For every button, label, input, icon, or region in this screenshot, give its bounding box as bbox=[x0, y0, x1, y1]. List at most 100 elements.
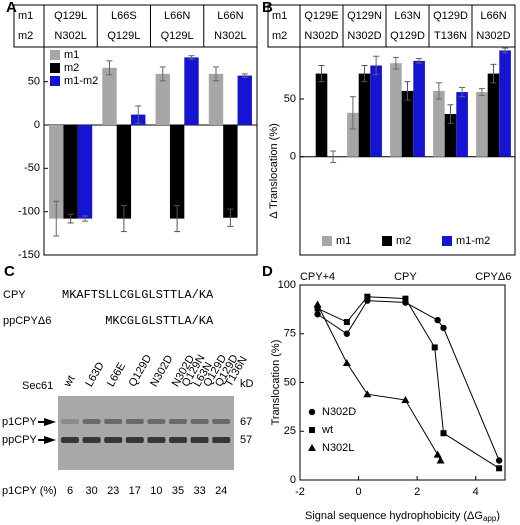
band-label: ppCPY bbox=[2, 434, 38, 446]
y-tick-label: 75 bbox=[284, 328, 296, 340]
lane-title: Sec61 bbox=[22, 380, 53, 392]
gel-band bbox=[82, 419, 101, 424]
y-tick-label: 0 bbox=[290, 474, 296, 486]
bar bbox=[169, 125, 185, 219]
bar bbox=[413, 60, 425, 157]
header-row-label: m1 bbox=[18, 10, 33, 22]
x-tick-label: 2 bbox=[414, 486, 420, 498]
bar bbox=[116, 125, 132, 219]
percent-value: 17 bbox=[129, 485, 141, 497]
legend-label: N302L bbox=[322, 442, 354, 454]
sequence-name: ppCPYΔ6 bbox=[3, 315, 51, 327]
row-title: p1CPY (%) bbox=[2, 485, 57, 497]
band-label: p1CPY bbox=[2, 416, 38, 428]
percent-value: 10 bbox=[150, 485, 162, 497]
bar bbox=[487, 73, 500, 157]
marker bbox=[402, 295, 409, 302]
gel-band bbox=[190, 437, 209, 443]
lane-label: wt bbox=[61, 373, 77, 389]
x-tick-label: -2 bbox=[295, 486, 305, 498]
header-label: L63N bbox=[394, 10, 420, 22]
panel-letter: A bbox=[6, 0, 17, 16]
legend-label: m1 bbox=[64, 49, 79, 61]
header-label: Q129L bbox=[54, 10, 87, 22]
y-tick-label: 100 bbox=[278, 279, 296, 291]
header-row-label: m2 bbox=[18, 30, 33, 42]
bar bbox=[390, 63, 402, 157]
bar bbox=[358, 73, 371, 157]
y-tick-label: -100 bbox=[18, 206, 40, 218]
bar bbox=[456, 92, 468, 157]
y-tick-label: 50 bbox=[284, 93, 296, 105]
legend-swatch bbox=[50, 50, 60, 60]
panel-letter: D bbox=[262, 263, 273, 280]
header-label: L66N bbox=[217, 10, 243, 22]
sequence: MKAFTSLLCGLGLSTTLA/KA bbox=[62, 288, 214, 302]
bar bbox=[433, 90, 445, 157]
legend-label: m1-m2 bbox=[456, 235, 490, 247]
annotation: CPY+4 bbox=[300, 271, 335, 283]
header-label: Q129L bbox=[161, 30, 194, 42]
bar bbox=[49, 125, 64, 219]
bar bbox=[315, 73, 328, 157]
percent-value: 6 bbox=[67, 485, 73, 497]
percent-value: 35 bbox=[172, 485, 184, 497]
sequence-name: CPY bbox=[3, 289, 26, 301]
gel-band bbox=[147, 419, 166, 424]
header-label: L66S bbox=[111, 10, 137, 22]
marker bbox=[363, 390, 372, 398]
header-label: Q129E bbox=[304, 10, 338, 22]
header-box bbox=[267, 4, 516, 48]
header-box bbox=[13, 4, 258, 48]
marker bbox=[440, 324, 447, 332]
panel-letter: C bbox=[4, 263, 15, 280]
band-arrow bbox=[44, 418, 56, 426]
bar bbox=[184, 57, 199, 125]
marker bbox=[401, 396, 410, 404]
marker bbox=[364, 293, 371, 300]
legend-label: m1-m2 bbox=[64, 75, 98, 87]
percent-value: 23 bbox=[107, 485, 119, 497]
marker bbox=[436, 456, 445, 464]
header-label: Q129D bbox=[433, 10, 468, 22]
x-axis-title-sub: app bbox=[483, 514, 497, 523]
gel-band bbox=[104, 437, 123, 443]
gel-band bbox=[169, 437, 187, 443]
percent-value: 30 bbox=[85, 485, 97, 497]
gel-band bbox=[212, 419, 231, 424]
y-tick-label: -50 bbox=[24, 162, 40, 174]
marker bbox=[343, 319, 350, 326]
lane-label: L63D bbox=[83, 360, 107, 389]
y-tick-label: 25 bbox=[284, 425, 296, 437]
marker bbox=[431, 344, 438, 351]
annotation: CPYΔ6 bbox=[475, 271, 511, 283]
legend-label: m2 bbox=[396, 235, 411, 247]
legend-label: N302D bbox=[322, 406, 356, 418]
gel-band bbox=[169, 419, 187, 424]
header-label: N302L bbox=[214, 30, 246, 42]
marker bbox=[496, 465, 503, 472]
y-tick-label: 0 bbox=[290, 151, 296, 163]
legend-swatch bbox=[382, 236, 392, 246]
x-axis-title-end: ) bbox=[496, 510, 500, 522]
y-axis-title: Translocation (%) bbox=[270, 340, 282, 426]
marker bbox=[314, 311, 321, 318]
bar bbox=[444, 114, 457, 157]
marker bbox=[342, 359, 351, 366]
gel-band bbox=[82, 437, 101, 443]
legend-label: m1 bbox=[336, 235, 351, 247]
bar bbox=[370, 65, 382, 157]
bar bbox=[499, 50, 511, 157]
marker bbox=[309, 427, 315, 433]
marker bbox=[314, 305, 321, 312]
header-row-label: m2 bbox=[272, 30, 287, 42]
header-label: N302L bbox=[54, 30, 86, 42]
bar bbox=[102, 67, 117, 125]
y-tick-label: 50 bbox=[284, 376, 296, 388]
legend-swatch bbox=[50, 63, 60, 73]
marker bbox=[434, 316, 441, 324]
legend-label: wt bbox=[321, 424, 333, 436]
marker bbox=[440, 430, 447, 437]
y-tick-label: -150 bbox=[18, 249, 40, 261]
header-label: N302D bbox=[304, 30, 338, 42]
